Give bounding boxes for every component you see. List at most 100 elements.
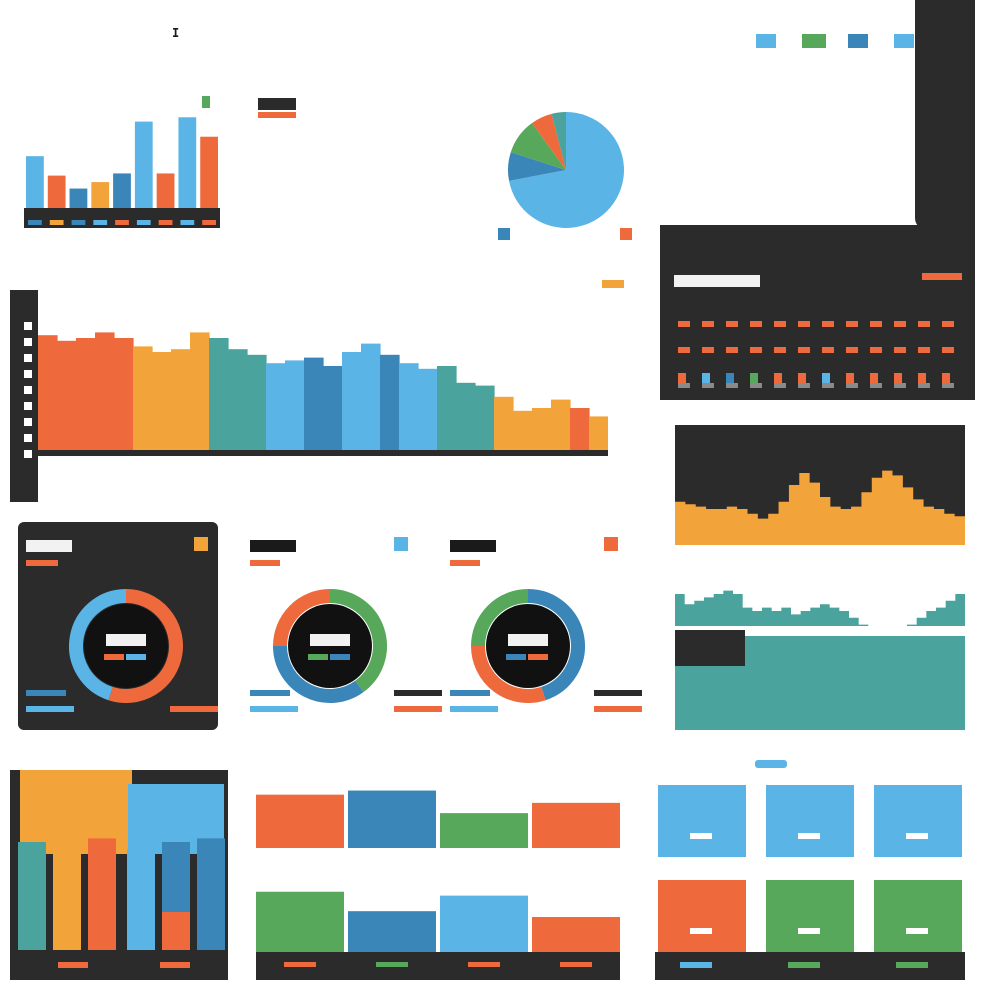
block-bar <box>532 802 620 848</box>
color-tile <box>766 785 854 857</box>
dots-accent <box>922 273 962 280</box>
dot-mark <box>702 321 714 327</box>
stack-bar <box>88 838 116 950</box>
color-tile <box>874 785 962 857</box>
gauge-accent <box>604 537 618 551</box>
gauge-arc <box>273 589 331 647</box>
block-legend <box>376 962 408 967</box>
gauge-legend-strip <box>250 706 298 712</box>
right-dots-chart <box>674 273 962 388</box>
right-dark-panel <box>660 225 975 400</box>
gauge-sub-bar <box>104 654 124 660</box>
block-legend <box>468 962 500 967</box>
gauge-legend-strip <box>594 690 642 696</box>
tile-legend <box>788 962 820 968</box>
bar <box>69 188 88 208</box>
area-column <box>475 385 495 450</box>
bar <box>91 182 110 208</box>
tile-mark <box>906 928 928 934</box>
gauge-sub-bar <box>506 654 526 660</box>
area-column <box>342 352 362 450</box>
bar-tick <box>115 220 129 225</box>
gauge-arc <box>273 645 364 703</box>
gauge-accent <box>194 537 208 551</box>
dot-mark <box>822 347 834 353</box>
pie-slice <box>531 113 566 170</box>
gauge-arc <box>69 589 127 701</box>
top-pie-chart <box>498 112 632 240</box>
dot-mark <box>750 347 762 353</box>
tile-mark <box>798 928 820 934</box>
tile-mark <box>690 833 712 839</box>
wide-area-chart <box>38 332 608 456</box>
area-column <box>190 332 210 450</box>
dot-mark <box>774 347 786 353</box>
dot-mark <box>798 373 806 387</box>
axis-tick <box>24 354 32 362</box>
dot-mark <box>846 373 854 387</box>
block-bar <box>440 895 528 952</box>
stack-bar <box>53 845 81 950</box>
bar <box>47 175 66 208</box>
tile-legend <box>896 962 928 968</box>
gauge-ring <box>273 589 387 703</box>
top-bars-tag-accent <box>258 112 296 118</box>
page-marker: I <box>172 26 181 40</box>
stack-legend <box>160 962 190 968</box>
area-column <box>399 363 419 450</box>
area-column <box>228 349 248 450</box>
area-column <box>171 349 191 450</box>
dot-mark <box>798 321 810 327</box>
area-column <box>418 368 438 450</box>
bar <box>156 173 175 208</box>
gauge-1-title-accent <box>26 560 58 566</box>
teal-area-fill <box>675 590 965 730</box>
pie-slice <box>508 152 566 181</box>
area-column <box>209 338 229 450</box>
teal-area-chart <box>675 590 965 730</box>
gauge-sub-bar <box>528 654 548 660</box>
top-bars-legend-mark <box>202 96 210 108</box>
block-legend <box>284 962 316 967</box>
axis-tick <box>24 434 32 442</box>
bar <box>200 136 218 208</box>
color-tile <box>874 880 962 952</box>
area-baseline <box>38 450 608 456</box>
tile-mark <box>798 833 820 839</box>
amber-area-fill <box>675 470 965 545</box>
area-column <box>266 363 286 450</box>
bottom-right-legend-mark <box>755 760 787 768</box>
area-column <box>380 354 400 450</box>
dot-mark <box>726 321 738 327</box>
legend-swatch <box>894 34 914 48</box>
area-column <box>589 416 608 450</box>
legend-swatch <box>848 34 868 48</box>
stack-bar <box>127 849 155 950</box>
teal-area-mark <box>675 630 745 666</box>
bar-tick <box>158 220 173 225</box>
dot-mark <box>678 347 690 353</box>
gauge-arc <box>329 589 387 693</box>
gauge-title-bar <box>450 540 496 552</box>
dot-mark <box>726 347 738 353</box>
dot-mark <box>918 347 930 353</box>
dots-tick <box>726 383 738 388</box>
dot-mark <box>870 347 882 353</box>
block-bar <box>440 813 528 848</box>
axis-tick <box>24 338 32 346</box>
axis-tick <box>24 322 32 330</box>
area-column <box>456 382 476 450</box>
stack-segment <box>162 912 190 950</box>
legend-swatch <box>756 34 776 48</box>
dot-mark <box>798 347 810 353</box>
gauge-sub-bar <box>126 654 146 660</box>
axis-tick <box>24 370 32 378</box>
tile-mark <box>906 833 928 839</box>
gauge-sub-bar <box>330 654 350 660</box>
dot-mark <box>822 373 830 387</box>
area-column <box>38 335 58 450</box>
gauge-arc <box>471 589 529 647</box>
area-column <box>114 338 134 450</box>
dots-tick <box>894 383 906 388</box>
dot-mark <box>894 347 906 353</box>
